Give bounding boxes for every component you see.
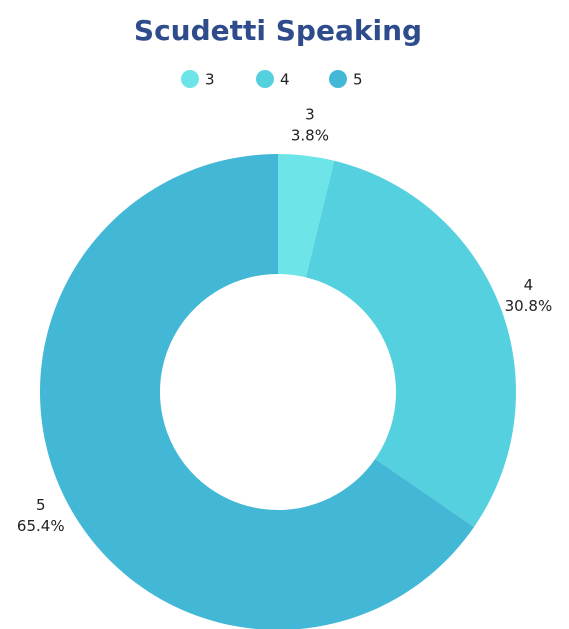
legend-label: 4	[280, 71, 290, 89]
slice-value-label: 3.8%	[291, 126, 329, 144]
slice-category: 4	[524, 276, 534, 294]
slice-value-label: 30.8%	[505, 297, 553, 315]
legend-swatch	[256, 70, 274, 88]
slice	[278, 154, 335, 278]
slice-category: 3	[305, 105, 315, 123]
slice-category: 5	[36, 496, 46, 514]
legend-label: 3	[205, 71, 215, 89]
legend-swatch	[181, 70, 199, 88]
legend-label: 5	[353, 71, 363, 89]
slice-value-label: 65.4%	[17, 517, 65, 535]
legend-swatch	[329, 70, 347, 88]
slice	[305, 160, 516, 528]
chart-title: Scudetti Speaking	[134, 14, 422, 47]
slice	[40, 154, 475, 629]
